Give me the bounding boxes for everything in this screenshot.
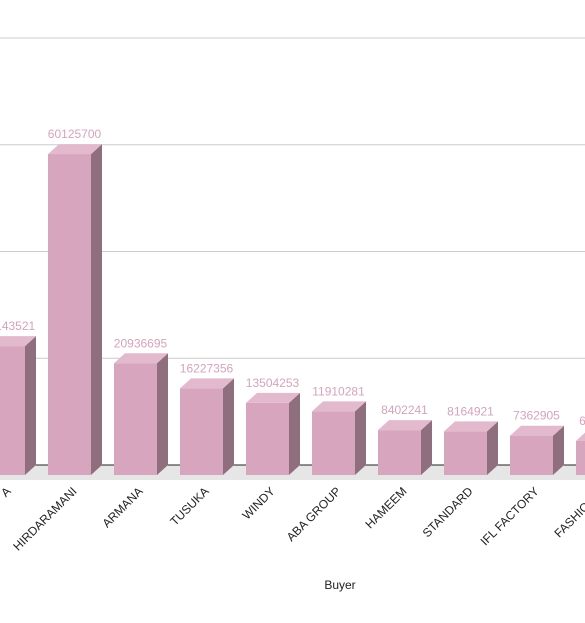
x-tick-label: FASHION G xyxy=(552,484,585,540)
x-tick-label: WINDY xyxy=(239,484,277,522)
value-label: 6400000 xyxy=(579,414,585,428)
bar-top xyxy=(246,392,300,403)
value-label: 13504253 xyxy=(246,376,300,390)
value-label: 20936695 xyxy=(114,336,168,350)
bar xyxy=(576,440,585,475)
x-axis-title: Buyer xyxy=(324,578,355,592)
bar xyxy=(444,431,487,475)
bar-top xyxy=(48,144,102,155)
x-tick-label: ABA GROUP xyxy=(284,484,344,544)
bar-top xyxy=(0,336,36,347)
value-label: 7362905 xyxy=(513,409,560,423)
x-tick-label: HAMEEM xyxy=(362,484,409,531)
value-label: 11910281 xyxy=(312,384,365,398)
bar-top xyxy=(510,425,564,436)
bar-top xyxy=(576,432,585,441)
bar-side xyxy=(289,392,300,475)
value-label: 8164921 xyxy=(447,404,494,418)
value-label: 8402241 xyxy=(381,403,428,417)
bar xyxy=(378,430,421,475)
bar-side xyxy=(421,420,432,475)
bar-side xyxy=(91,144,102,475)
bar-top xyxy=(180,378,234,389)
bar xyxy=(312,411,355,475)
x-tick-label: HIRDARAMANI xyxy=(10,484,79,553)
bar-side xyxy=(355,401,366,475)
x-tick-label: A xyxy=(0,484,14,500)
bar xyxy=(180,388,223,475)
value-label: 60125700 xyxy=(48,127,102,141)
bar xyxy=(48,154,91,475)
bar-side xyxy=(25,336,36,475)
x-tick-label: TUSUKA xyxy=(167,484,211,528)
bar-top xyxy=(378,420,432,431)
bar-top xyxy=(444,421,498,432)
value-label: 24143521 xyxy=(0,319,36,333)
bar xyxy=(246,402,289,475)
bar-side xyxy=(553,425,564,475)
bar xyxy=(114,363,157,475)
x-tick-label: IFL FACTORY xyxy=(478,484,542,548)
x-tick-label: ARMANA xyxy=(99,484,145,530)
bar-side xyxy=(157,353,168,475)
x-tick-label: STANDARD xyxy=(420,484,476,540)
bar-side xyxy=(487,421,498,475)
bar-top xyxy=(312,401,366,412)
value-label: 16227356 xyxy=(180,361,234,375)
bar xyxy=(0,346,25,475)
bar-side xyxy=(223,378,234,475)
bar xyxy=(510,435,553,475)
bar-top xyxy=(114,353,168,364)
